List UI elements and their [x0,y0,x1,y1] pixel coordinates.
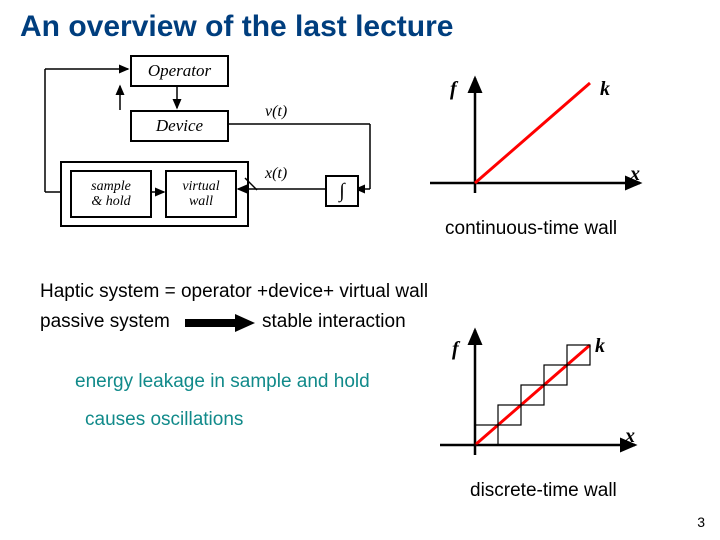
discrete-chart-svg [430,320,645,470]
page-title: An overview of the last lecture [20,10,453,44]
box-sample-label: sample& hold [91,179,131,210]
discrete-caption: discrete-time wall [470,480,617,502]
implies-arrow-icon [185,314,255,332]
signal-x-t: x(t) [265,165,287,183]
signal-v-t: v(t) [265,103,287,121]
box-operator: Operator [130,55,229,87]
box-sample-hold: sample& hold [70,170,152,218]
disc-f-label: f [452,338,459,361]
text-stable-interaction: stable interaction [262,310,406,335]
continuous-chart: f x k [420,68,650,208]
cont-k-label: k [600,78,610,101]
discrete-chart: f x k [430,320,645,470]
box-virtual-wall: virtualwall [165,170,237,218]
text-passive-system: passive system [40,310,170,335]
box-integrator-label: ∫ [339,180,344,203]
box-device-label: Device [156,116,203,136]
page-number: 3 [697,514,705,530]
box-operator-label: Operator [148,61,211,81]
text-energy-leakage: energy leakage in sample and hold [75,370,370,395]
box-device: Device [130,110,229,142]
disc-x-label: x [625,425,635,448]
block-diagram: Operator Device sample& hold virtualwall… [70,55,375,255]
box-virtual-label: virtualwall [182,179,219,210]
continuous-caption: continuous-time wall [445,218,617,240]
cont-x-label: x [630,163,640,186]
cont-f-label: f [450,78,457,101]
slide-root: An overview of the last lecture [0,0,720,540]
disc-k-label: k [595,335,605,358]
text-causes-oscillations: causes oscillations [85,408,243,433]
box-integrator: ∫ [325,175,359,207]
text-haptic-system: Haptic system = operator +device+ virtua… [40,280,428,305]
